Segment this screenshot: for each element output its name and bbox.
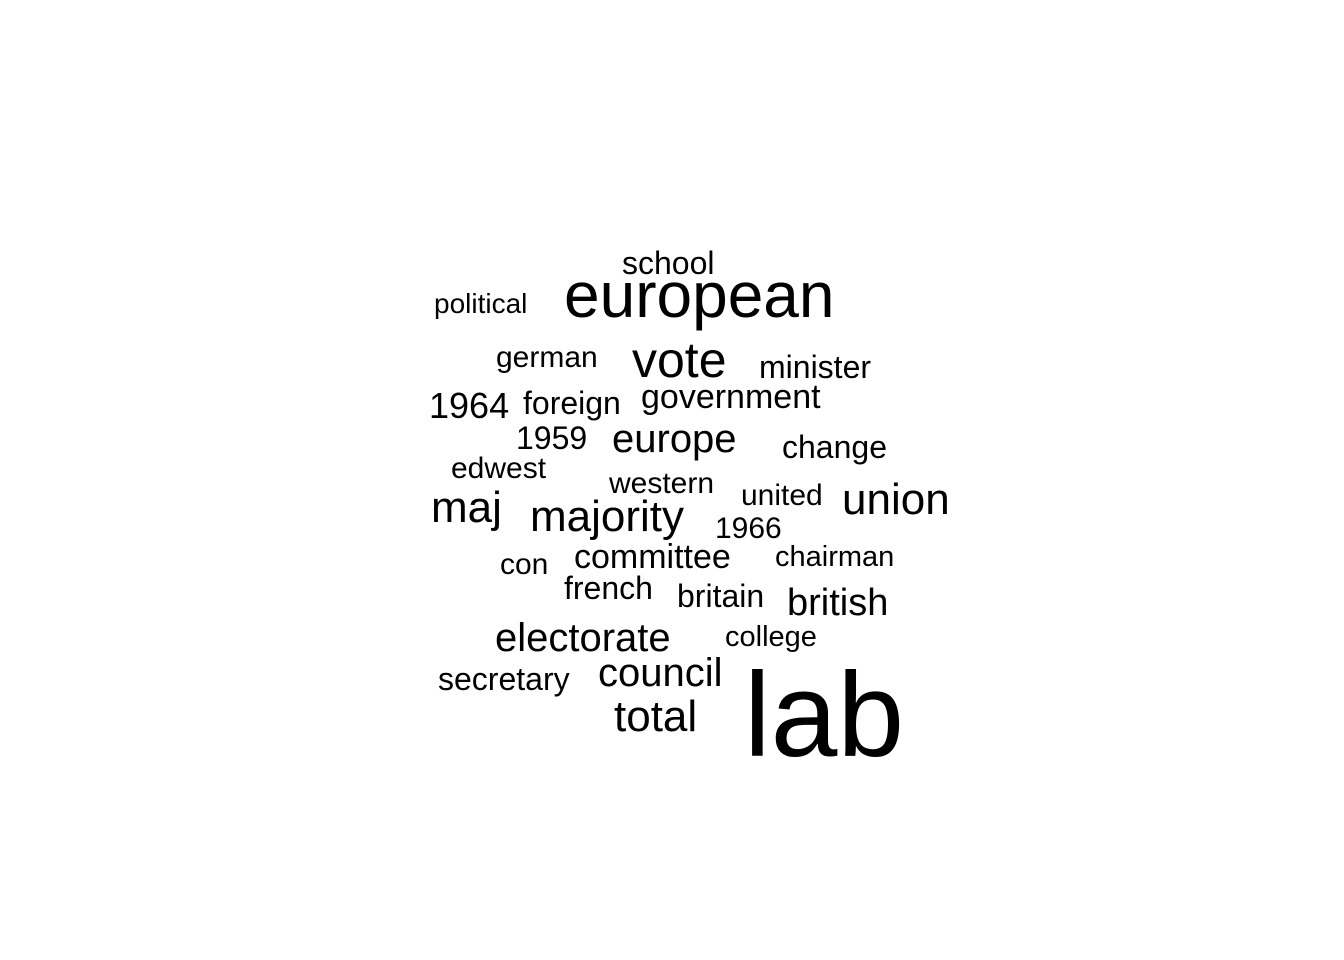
word-union: union — [842, 475, 950, 524]
word-maj: maj — [431, 483, 502, 532]
word-1964: 1964 — [429, 385, 509, 426]
word-college: college — [725, 621, 817, 653]
word-1966: 1966 — [715, 512, 782, 545]
word-europe: europe — [612, 417, 737, 461]
word-western: western — [608, 467, 714, 500]
word-government: government — [641, 378, 821, 416]
word-britain: britain — [677, 578, 764, 614]
word-political: political — [434, 288, 527, 319]
word-united: united — [741, 479, 823, 512]
word-british: british — [787, 582, 888, 624]
word-1959: 1959 — [516, 420, 587, 456]
word-european: european — [564, 259, 834, 331]
word-vote: vote — [632, 332, 727, 388]
word-secretary: secretary — [438, 661, 570, 697]
word-change: change — [782, 429, 887, 465]
word-electorate: electorate — [495, 616, 671, 660]
word-con: con — [500, 548, 548, 581]
word-foreign: foreign — [523, 385, 621, 421]
word-committee: committee — [574, 538, 731, 576]
word-lab: lab — [744, 648, 904, 782]
word-minister: minister — [759, 349, 871, 385]
word-council: council — [598, 651, 723, 695]
word-german: german — [496, 341, 598, 374]
word-french: french — [564, 570, 653, 606]
word-total: total — [614, 692, 697, 741]
word-majority: majority — [530, 492, 684, 541]
word-chairman: chairman — [775, 541, 894, 573]
word-school: school — [622, 245, 715, 281]
word-edwest: edwest — [451, 452, 547, 485]
